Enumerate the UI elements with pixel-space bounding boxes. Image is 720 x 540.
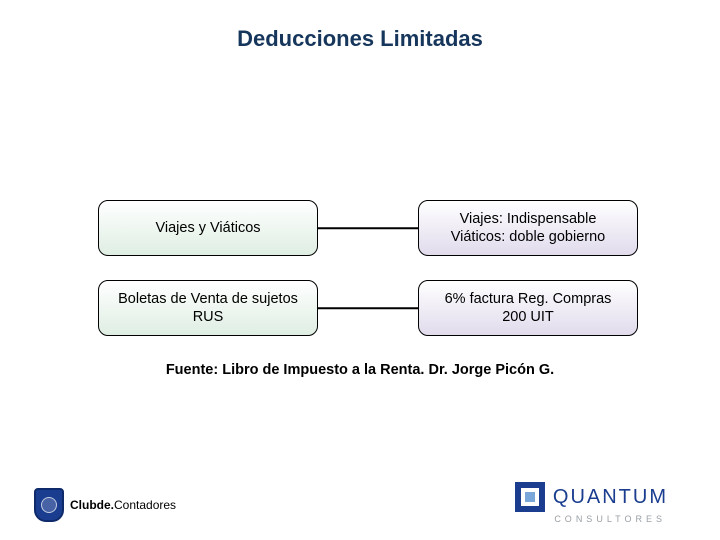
logo-quantum-subtitle: CONSULTORES xyxy=(554,514,668,524)
logo-quantum-name: QUANTUM xyxy=(553,486,668,509)
logo-left-bold: Clubde. xyxy=(70,498,114,512)
source-citation: Fuente: Libro de Impuesto a la Renta. Dr… xyxy=(0,362,720,378)
logo-clubdecontadores: Clubde.Contadores xyxy=(34,488,176,522)
shield-icon xyxy=(34,488,64,522)
diagram-box-right-1: Viajes: IndispensableViáticos: doble gob… xyxy=(418,200,638,256)
diagram-row: Boletas de Venta de sujetosRUS 6% factura… xyxy=(98,280,638,336)
diagram-box-line: Viajes: Indispensable xyxy=(460,210,597,228)
diagram-box-line: Boletas de Venta de sujetos xyxy=(118,290,298,308)
diagram-box-right-2: 6% factura Reg. Compras200 UIT xyxy=(418,280,638,336)
diagram-box-line: Viáticos: doble gobierno xyxy=(451,228,606,246)
quantum-mark-icon xyxy=(515,482,545,512)
diagram-box-left-1: Viajes y Viáticos xyxy=(98,200,318,256)
diagram-box-line: 200 UIT xyxy=(502,308,554,326)
diagram-box-line: 6% factura Reg. Compras xyxy=(445,290,612,308)
logo-left-rest: Contadores xyxy=(114,498,176,512)
slide: Deducciones Limitadas Viajes y ViáticosV… xyxy=(0,0,720,540)
footer: Clubde.Contadores QUANTUM CONSULTORES xyxy=(0,470,720,540)
diagram-box-line: RUS xyxy=(193,308,224,326)
diagram-row: Viajes y Viáticos Viajes: IndispensableVi… xyxy=(98,200,638,256)
logo-left-text: Clubde.Contadores xyxy=(70,498,176,512)
connector-line xyxy=(318,307,418,309)
logo-quantum-row: QUANTUM xyxy=(515,482,668,512)
diagram-box-line: Viajes y Viáticos xyxy=(155,219,260,237)
diagram-box-left-2: Boletas de Venta de sujetosRUS xyxy=(98,280,318,336)
connector-line xyxy=(318,227,418,229)
logo-quantum: QUANTUM CONSULTORES xyxy=(515,482,668,524)
page-title: Deducciones Limitadas xyxy=(0,26,720,52)
